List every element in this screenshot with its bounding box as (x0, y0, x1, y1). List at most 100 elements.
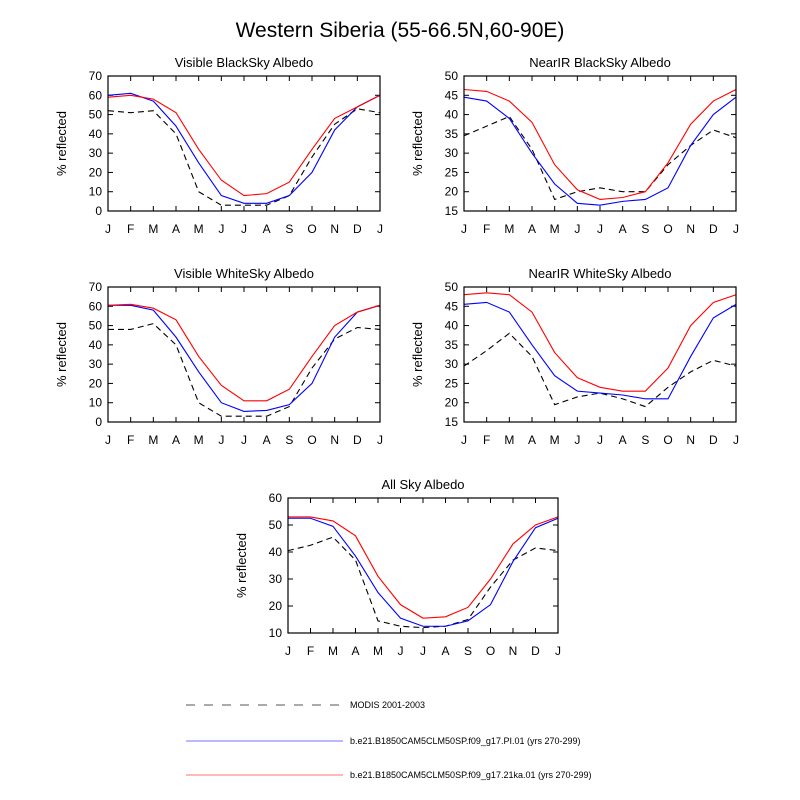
legend-item: b.e21.B1850CAM5CLM50SP.f09_g17.21ka.01 (… (186, 770, 592, 780)
pi-line (288, 517, 559, 627)
modis-line (108, 323, 381, 417)
x-tick-label: J (377, 433, 383, 447)
plot-frame (107, 286, 381, 423)
y-tick-label: 35 (445, 127, 459, 141)
x-tick-label: J (574, 222, 580, 236)
21ka-line (463, 292, 737, 392)
panel-title: NearIR BlackSky Albedo (529, 55, 671, 70)
y-tick-label: 30 (89, 357, 103, 371)
x-tick-label: M (194, 222, 204, 236)
panel-title: NearIR WhiteSky Albedo (528, 266, 671, 281)
y-tick-label: 30 (445, 357, 459, 371)
y-tick-label: 20 (445, 396, 459, 410)
y-tick-label: 40 (445, 108, 459, 122)
y-tick-label: 50 (445, 69, 459, 83)
modis-line (107, 108, 381, 206)
y-tick-label: 20 (445, 185, 459, 199)
panel-title: Visible BlackSky Albedo (175, 55, 314, 70)
x-tick-label: J (218, 222, 224, 236)
x-tick-label: A (263, 433, 271, 447)
x-tick-label: J (597, 222, 603, 236)
legend-item: b.e21.B1850CAM5CLM50SP.f09_g17.PI.01 (yr… (186, 736, 580, 746)
x-tick-label: J (597, 433, 603, 447)
x-tick-label: A (528, 433, 536, 447)
y-tick-label: 30 (269, 572, 283, 586)
y-tick-label: 10 (89, 185, 103, 199)
y-tick-label: 0 (95, 415, 102, 429)
x-tick-label: J (285, 644, 291, 658)
x-tick-label: J (241, 222, 247, 236)
x-tick-label: A (172, 433, 180, 447)
y-tick-label: 60 (89, 88, 103, 102)
x-tick-label: D (709, 433, 718, 447)
x-tick-label: J (733, 222, 739, 236)
y-tick-label: 60 (269, 491, 283, 505)
y-tick-label: 50 (269, 518, 283, 532)
y-tick-label: 40 (89, 338, 103, 352)
x-tick-label: D (353, 222, 362, 236)
x-tick-label: O (307, 222, 316, 236)
y-tick-label: 0 (95, 204, 102, 218)
x-tick-label: M (148, 433, 158, 447)
x-tick-label: J (377, 222, 383, 236)
x-tick-label: M (550, 433, 560, 447)
chart-panel: NearIR WhiteSky Albedo % reflected 15 20 25 3… (410, 266, 739, 447)
modis-line (287, 536, 559, 629)
pi-line (107, 92, 381, 204)
y-tick-label: 10 (269, 626, 283, 640)
plot-frame (463, 75, 737, 212)
y-axis-label: % reflected (410, 322, 425, 387)
pi-line (463, 301, 737, 400)
panel-title: All Sky Albedo (381, 477, 464, 492)
x-tick-label: A (172, 222, 180, 236)
y-tick-label: 25 (445, 376, 459, 390)
x-tick-label: D (531, 644, 540, 658)
x-tick-label: N (330, 222, 339, 236)
y-axis-label: % reflected (54, 322, 69, 387)
x-tick-label: O (663, 222, 672, 236)
x-tick-label: N (686, 222, 695, 236)
y-tick-label: 15 (445, 204, 459, 218)
y-tick-label: 50 (89, 108, 103, 122)
x-tick-label: J (105, 433, 111, 447)
21ka-line (107, 303, 381, 402)
legend-label: b.e21.B1850CAM5CLM50SP.f09_g17.PI.01 (yr… (350, 736, 580, 746)
x-tick-label: J (398, 644, 404, 658)
x-tick-label: S (285, 222, 293, 236)
x-tick-label: A (351, 644, 359, 658)
legend-label: MODIS 2001-2003 (350, 700, 425, 710)
x-tick-label: J (555, 644, 561, 658)
legend: MODIS 2001-2003 b.e21.B1850CAM5CLM50SP.f0… (186, 700, 592, 780)
x-tick-label: F (483, 222, 490, 236)
x-tick-label: O (663, 433, 672, 447)
x-tick-label: J (105, 222, 111, 236)
x-tick-label: J (461, 433, 467, 447)
y-tick-label: 20 (269, 599, 283, 613)
x-tick-label: J (461, 222, 467, 236)
x-tick-label: F (307, 644, 314, 658)
x-tick-label: O (307, 433, 316, 447)
panel-title: Visible WhiteSky Albedo (174, 266, 314, 281)
y-tick-label: 25 (445, 165, 459, 179)
figure-title: Western Siberia (55-66.5N,60-90E) (236, 19, 565, 42)
x-tick-label: N (686, 433, 695, 447)
21ka-line (463, 88, 737, 200)
y-tick-label: 45 (445, 299, 459, 313)
x-tick-label: O (486, 644, 495, 658)
y-tick-label: 20 (89, 165, 103, 179)
x-tick-label: A (528, 222, 536, 236)
x-tick-label: A (619, 222, 627, 236)
x-tick-label: F (127, 433, 134, 447)
x-tick-label: J (218, 433, 224, 447)
x-tick-label: F (127, 222, 134, 236)
x-tick-label: A (619, 433, 627, 447)
modis-line (463, 332, 737, 408)
x-tick-label: M (328, 644, 338, 658)
x-tick-label: S (285, 433, 293, 447)
plot-frame (463, 286, 737, 423)
y-tick-label: 45 (445, 88, 459, 102)
chart-panel: Visible WhiteSky Albedo % reflected 0 10 20 3… (54, 266, 383, 447)
x-tick-label: J (241, 433, 247, 447)
21ka-line (288, 516, 559, 619)
